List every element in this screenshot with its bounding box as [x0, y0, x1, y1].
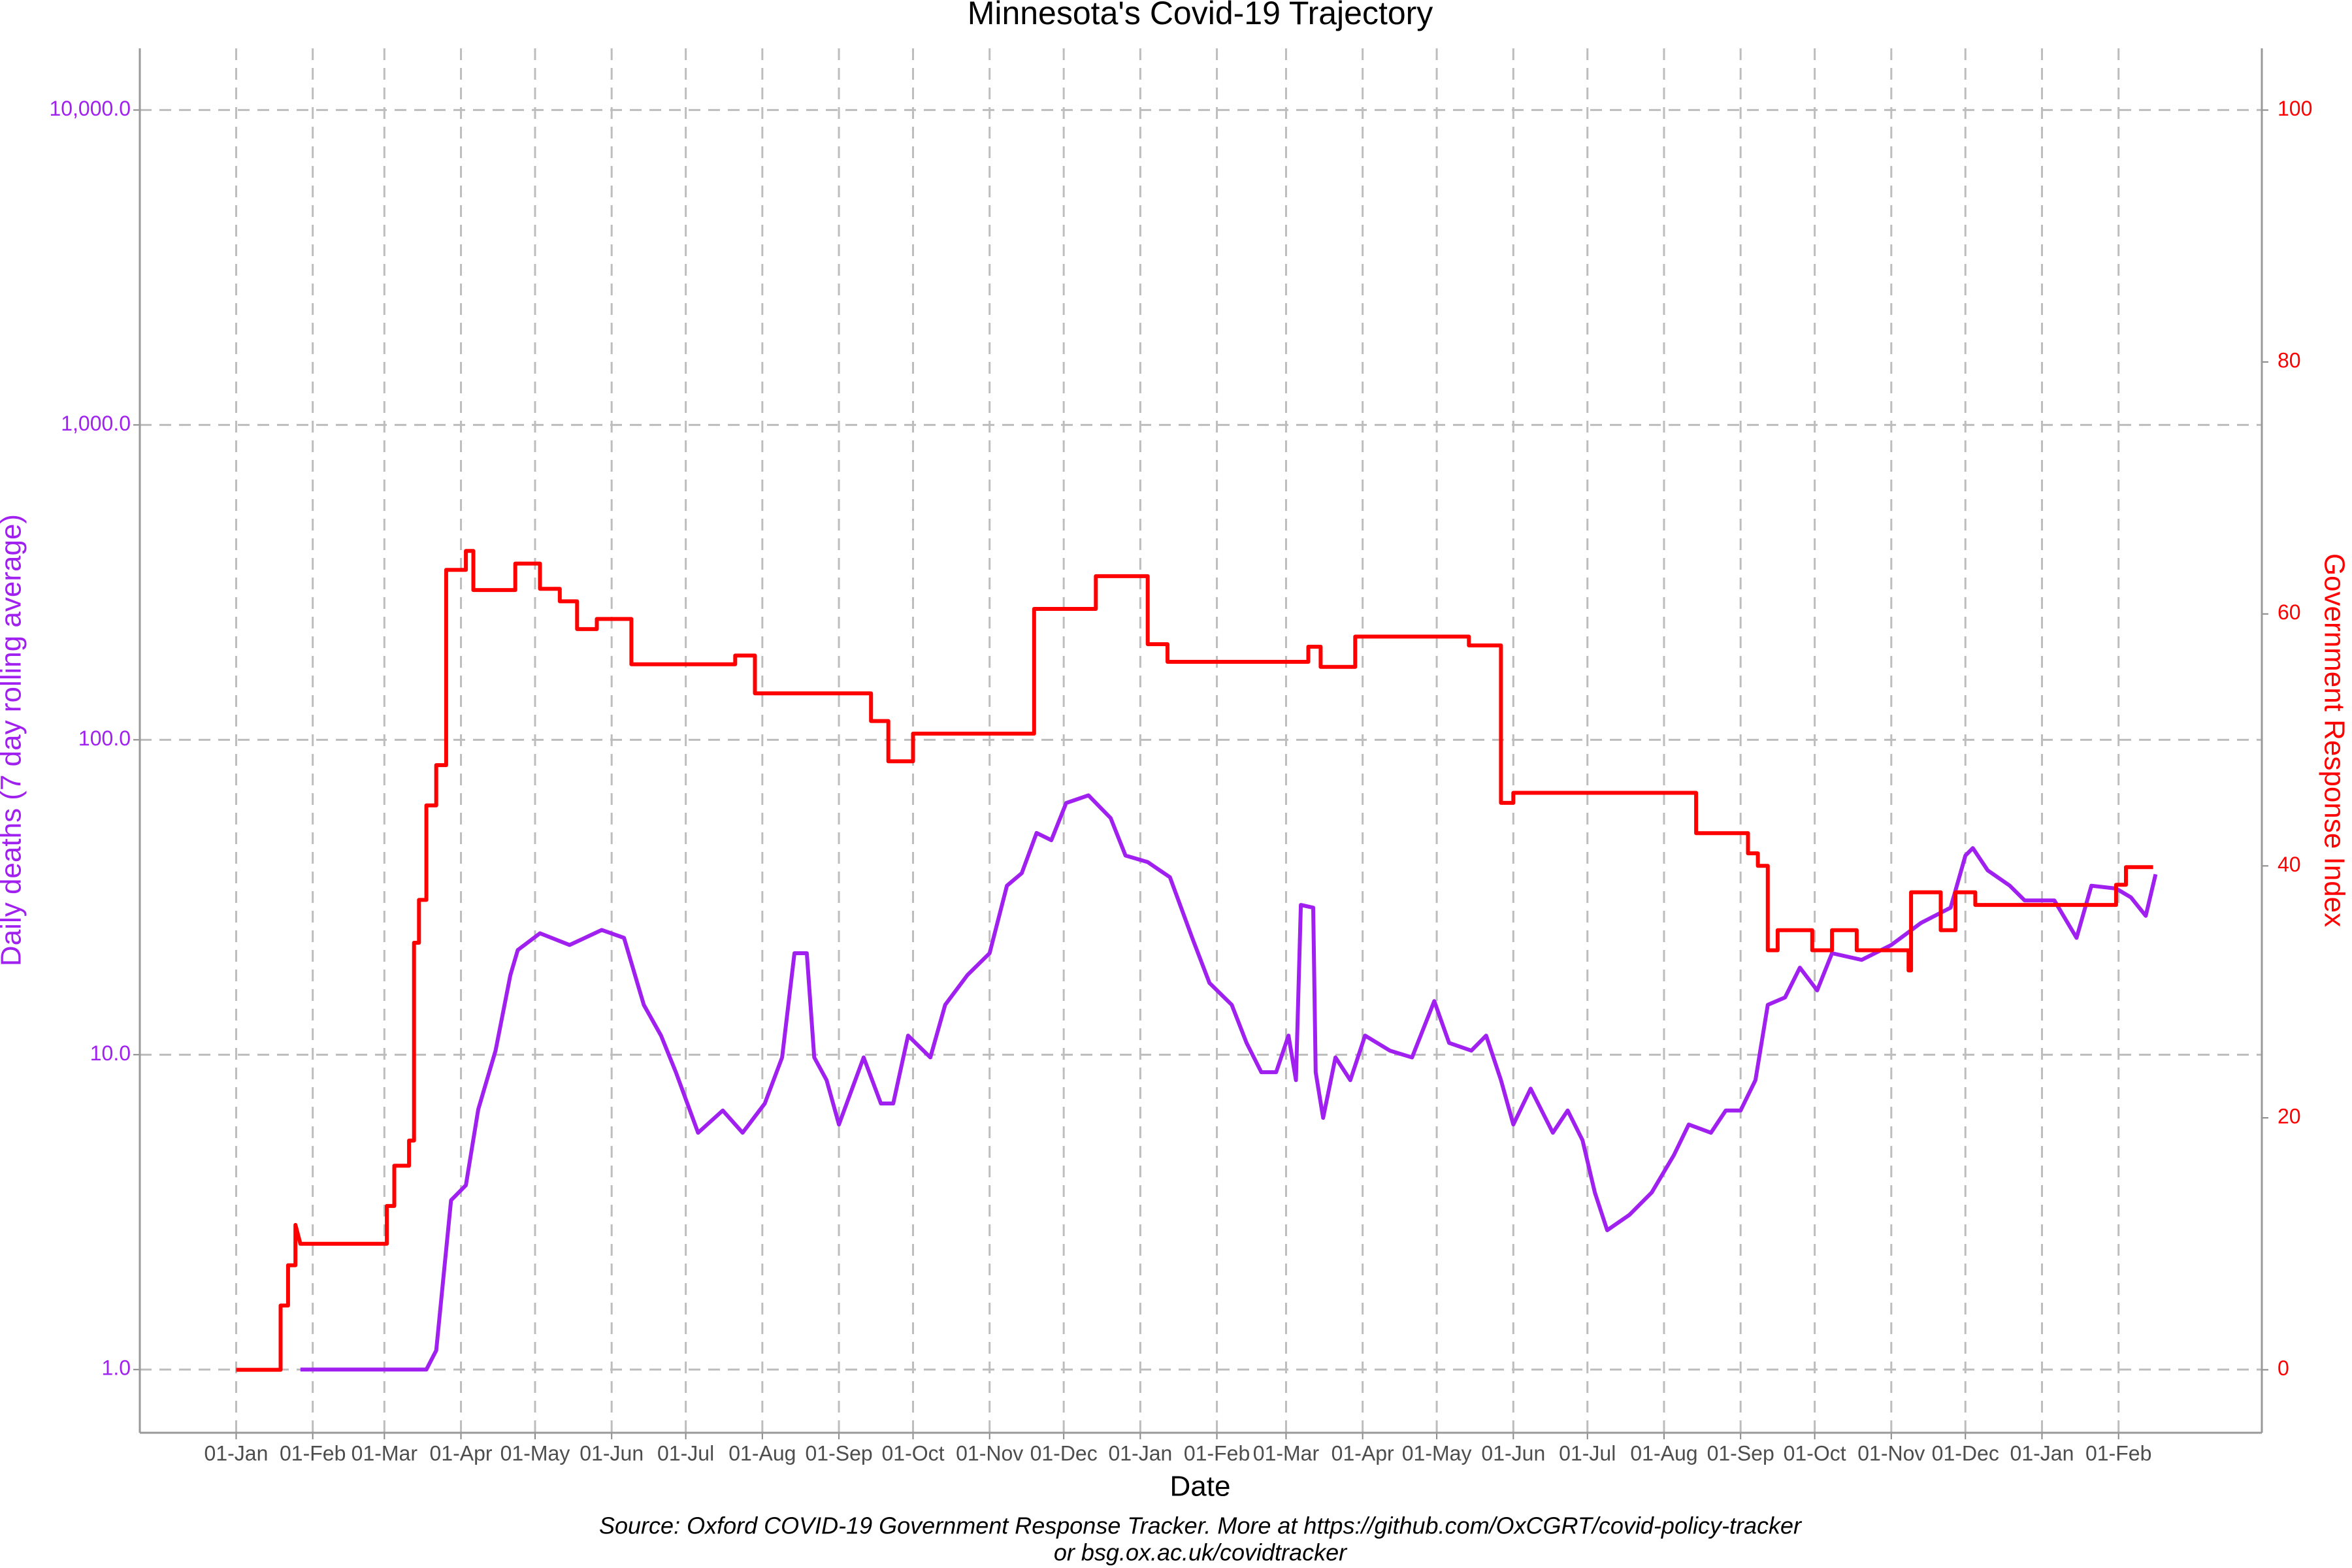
- x-tick-label: 01-Jan: [204, 1441, 269, 1465]
- y-tick-label: 1,000.0: [61, 412, 131, 435]
- chart-title: Minnesota's Covid-19 Trajectory: [968, 0, 1433, 31]
- x-tick-label: 01-Jan: [1108, 1441, 1172, 1465]
- x-tick-label: 01-Apr: [1331, 1441, 1394, 1465]
- x-tick-label: 01-Jun: [1481, 1441, 1545, 1465]
- x-tick-label: 01-May: [1402, 1441, 1472, 1465]
- x-tick-label: 01-Aug: [1630, 1441, 1697, 1465]
- caption: or bsg.ox.ac.uk/covidtracker: [1054, 1539, 1348, 1566]
- y2-tick-label: 0: [2278, 1356, 2289, 1380]
- x-tick-label: 01-Mar: [351, 1441, 418, 1465]
- x-tick-label: 01-Jun: [580, 1441, 644, 1465]
- x-tick-label: 01-Dec: [1932, 1441, 1999, 1465]
- x-tick-label: 01-Jul: [1559, 1441, 1616, 1465]
- y2-tick-label: 80: [2278, 349, 2301, 372]
- data-line: [300, 793, 2158, 1372]
- x-tick-label: 01-Feb: [1184, 1441, 1250, 1465]
- y2-tick-label: 100: [2278, 97, 2312, 120]
- x-tick-label: 01-Oct: [1784, 1441, 1846, 1465]
- y-tick-label: 10.0: [90, 1041, 131, 1065]
- y-tick-label: 100.0: [78, 727, 131, 750]
- data-line: [236, 549, 2153, 1372]
- x-tick-label: 01-Jan: [2010, 1441, 2074, 1465]
- x-tick-label: 01-Oct: [881, 1441, 944, 1465]
- x-tick-label: 01-Sep: [1707, 1441, 1774, 1465]
- y-axis-label: Daily deaths (7 day rolling average): [0, 514, 27, 966]
- x-tick-label: 01-Nov: [1857, 1441, 1925, 1465]
- x-tick-label: 01-Mar: [1253, 1441, 1320, 1465]
- y2-tick-label: 60: [2278, 600, 2301, 624]
- y-tick-label: 10,000.0: [49, 97, 131, 120]
- caption: Source: Oxford COVID-19 Government Respo…: [599, 1512, 1803, 1539]
- y2-tick-label: 40: [2278, 853, 2301, 876]
- x-tick-label: 01-Feb: [2085, 1441, 2151, 1465]
- x-tick-label: 01-Feb: [280, 1441, 346, 1465]
- x-tick-label: 01-May: [500, 1441, 570, 1465]
- x-tick-label: 01-Apr: [430, 1441, 493, 1465]
- x-tick-label: 01-Dec: [1030, 1441, 1098, 1465]
- y2-tick-label: 20: [2278, 1104, 2301, 1128]
- x-axis-label: Date: [1170, 1471, 1231, 1503]
- x-tick-label: 01-Jul: [657, 1441, 714, 1465]
- y-tick-label: 1.0: [102, 1356, 131, 1380]
- x-tick-label: 01-Aug: [728, 1441, 796, 1465]
- x-tick-label: 01-Sep: [805, 1441, 872, 1465]
- x-tick-label: 01-Nov: [956, 1441, 1023, 1465]
- y2-axis-label: Government Response Index: [2318, 553, 2350, 927]
